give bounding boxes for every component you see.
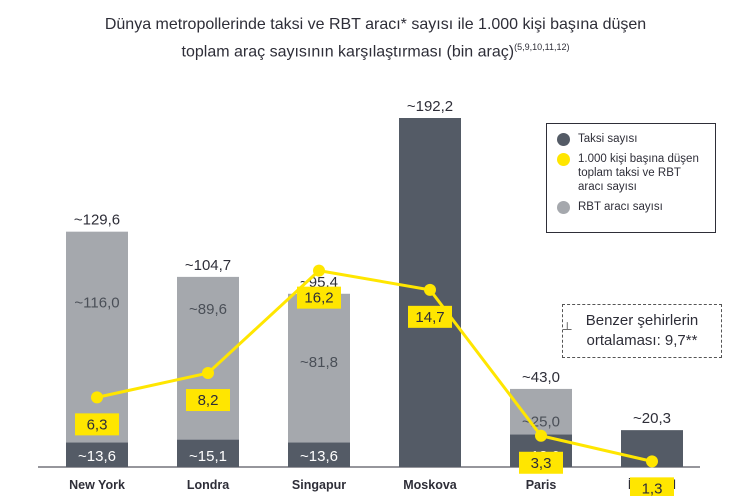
legend-swatch-per1000 <box>557 153 570 166</box>
legend-swatch-rbt <box>557 201 570 214</box>
point-per1000-5 <box>646 455 658 468</box>
point-label-bg-0 <box>75 413 119 436</box>
point-label-bg-4 <box>519 451 563 474</box>
point-label-per1000-3: 14,7 <box>415 309 444 326</box>
chart-title-sources: (5,9,10,11,12) <box>514 42 570 52</box>
average-line-1: Benzer şehirlerin <box>585 312 699 329</box>
point-per1000-4 <box>535 429 547 442</box>
point-label-bg-2 <box>297 286 341 309</box>
legend-item-rbt: RBT aracı sayısı <box>557 200 705 214</box>
point-label-bg-1 <box>186 389 230 412</box>
bar-label-rbt-2: ~81,8 <box>300 354 338 371</box>
x-tick-label-3: Moskova <box>403 478 458 492</box>
point-label-bg-5 <box>630 477 674 496</box>
bar-rbt-2 <box>288 293 350 443</box>
legend-item-per1000: 1.000 kişi başına düşen toplam taksi ve … <box>557 152 705 194</box>
legend-item-taxi: Taksi sayısı <box>557 132 705 146</box>
chart-title: Dünya metropollerinde taksi ve RBT aracı… <box>0 14 751 63</box>
bar-rbt-0 <box>66 231 128 443</box>
bar-taxi-2 <box>288 442 350 467</box>
x-tick-label-0: New York <box>69 478 125 492</box>
bar-label-taxi-2: ~13,6 <box>300 448 338 465</box>
chart-title-line-2-text: toplam araç sayısının karşılaştırması (b… <box>181 43 515 61</box>
legend-label-taxi: Taksi sayısı <box>578 133 638 145</box>
bar-total-label-1: ~104,7 <box>185 257 231 274</box>
point-per1000-3 <box>424 283 436 296</box>
bar-label-rbt-0: ~116,0 <box>74 295 119 312</box>
chart-title-line-1: Dünya metropollerinde taksi ve RBT aracı… <box>104 16 647 33</box>
x-tick-label-4: Paris <box>526 478 557 492</box>
chart-legend: Taksi sayısı 1.000 kişi başına düşen top… <box>546 123 716 233</box>
bar-rbt-4 <box>510 388 572 435</box>
bar-label-rbt-1: ~89,6 <box>189 301 227 318</box>
point-per1000-0 <box>91 391 103 404</box>
bar-rbt-1 <box>177 276 239 440</box>
point-per1000-1 <box>202 367 214 380</box>
point-label-per1000-4: 3,3 <box>531 455 552 472</box>
point-label-per1000-0: 6,3 <box>87 416 108 433</box>
bar-label-taxi-1: ~15,1 <box>189 448 227 465</box>
bar-label-rbt-4: ~25,0 <box>522 414 560 431</box>
average-annotation: ┴ Benzer şehirlerin ortalaması: 9,7** <box>562 304 722 358</box>
bar-taxi-1 <box>177 439 239 467</box>
point-label-per1000-5: 1,3 <box>642 480 663 496</box>
point-label-per1000-2: 16,2 <box>304 290 333 307</box>
bar-label-taxi-0: ~13,6 <box>78 448 116 465</box>
legend-swatch-taxi <box>557 133 570 146</box>
bar-total-label-5: ~20,3 <box>633 410 671 427</box>
bar-total-label-4: ~43,0 <box>522 369 560 386</box>
point-per1000-2 <box>313 264 325 277</box>
bar-taxi-0 <box>66 442 128 467</box>
average-line-2: ortalaması: 9,7** <box>586 332 698 349</box>
chart-title-line-2: toplam araç sayısının karşılaştırması (b… <box>0 36 751 63</box>
x-tick-label-2: Singapur <box>292 478 346 492</box>
point-label-per1000-1: 8,2 <box>198 392 219 409</box>
bar-total-label-3: ~192,2 <box>407 98 453 115</box>
point-label-bg-3 <box>408 305 452 328</box>
legend-label-per1000: 1.000 kişi başına düşen toplam taksi ve … <box>578 153 699 193</box>
x-tick-label-1: Londra <box>187 478 230 492</box>
average-tick-mark: ┴ <box>563 322 572 336</box>
legend-label-rbt: RBT aracı sayısı <box>578 201 663 213</box>
line-per1000 <box>96 269 653 463</box>
bar-total-label-0: ~129,6 <box>74 212 120 229</box>
